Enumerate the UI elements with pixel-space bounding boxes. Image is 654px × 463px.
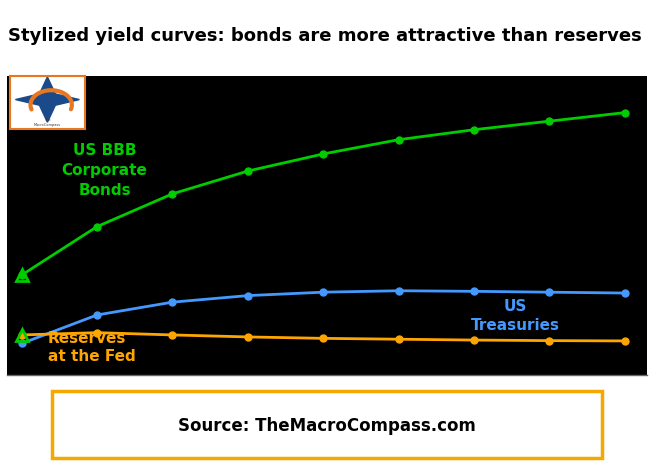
Text: US BBB
Corporate
Bonds: US BBB Corporate Bonds (61, 143, 148, 198)
Text: US
Treasuries: US Treasuries (471, 298, 560, 332)
Polygon shape (16, 78, 79, 123)
Text: Stylized yield curves: bonds are more attractive than reserves: Stylized yield curves: bonds are more at… (8, 27, 642, 45)
Text: Source: TheMacroCompass.com: Source: TheMacroCompass.com (178, 416, 476, 434)
Text: The
MacroCompass: The MacroCompass (34, 118, 61, 126)
Text: Reserves
at the Fed: Reserves at the Fed (48, 330, 136, 363)
FancyBboxPatch shape (52, 391, 602, 458)
